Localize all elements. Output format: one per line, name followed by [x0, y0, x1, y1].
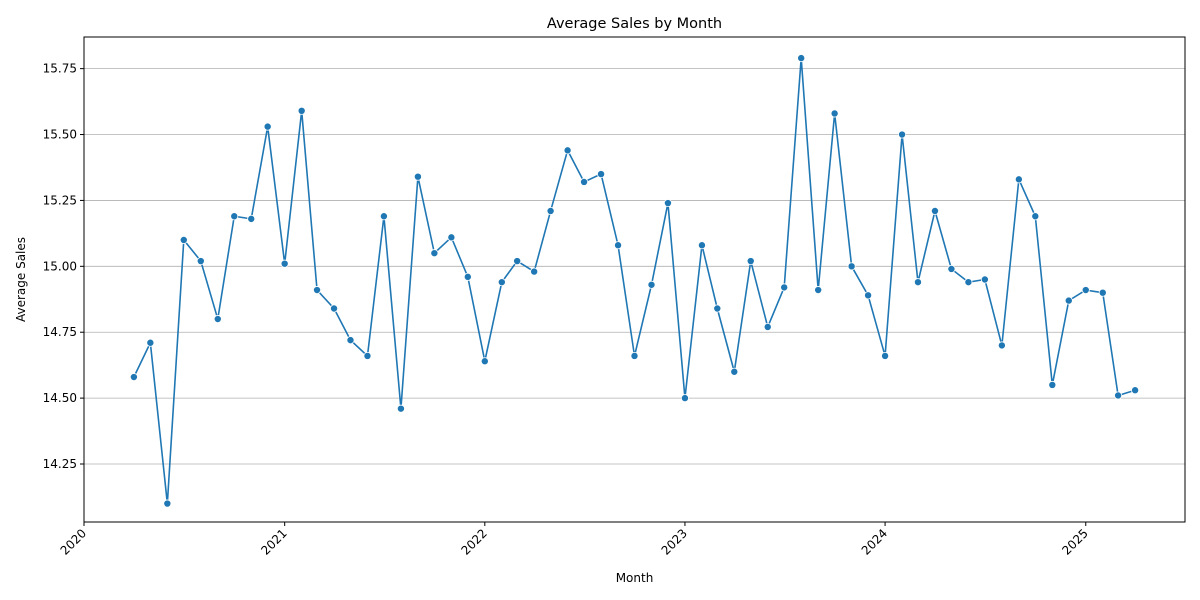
data-point — [814, 286, 823, 295]
data-point — [697, 241, 706, 250]
data-point — [780, 283, 789, 292]
data-point — [864, 291, 873, 300]
x-tick-label: 2020 — [58, 526, 89, 557]
data-point — [413, 172, 422, 181]
data-point — [263, 122, 272, 131]
data-point — [1131, 386, 1140, 395]
data-point — [530, 267, 539, 276]
y-tick-label: 15.00 — [43, 259, 77, 273]
data-point — [947, 264, 956, 273]
data-point — [580, 177, 589, 186]
data-point — [997, 341, 1006, 350]
data-point — [730, 367, 739, 376]
data-point — [546, 206, 555, 215]
y-axis-ticks: 14.25 14.50 14.75 15.00 15.25 15.50 15.75 — [43, 62, 84, 471]
data-point — [247, 214, 256, 223]
data-point — [980, 275, 989, 284]
data-point — [513, 257, 522, 266]
data-point — [447, 233, 456, 242]
data-point — [213, 315, 222, 324]
data-point — [597, 170, 606, 179]
x-tick-label: 2022 — [458, 526, 489, 557]
data-point — [930, 206, 939, 215]
data-point — [463, 272, 472, 281]
data-point — [480, 357, 489, 366]
chart-title: Average Sales by Month — [547, 16, 722, 32]
data-point — [497, 278, 506, 287]
data-point — [630, 351, 639, 360]
data-point — [1098, 288, 1107, 297]
data-point — [196, 257, 205, 266]
y-tick-label: 15.50 — [43, 128, 77, 142]
x-axis-ticks: 2020 2021 2022 2023 2024 2025 — [58, 522, 1091, 558]
y-tick-label: 15.75 — [43, 62, 77, 76]
data-point — [297, 106, 306, 115]
data-point — [313, 286, 322, 295]
series-layer — [129, 54, 1140, 508]
data-point — [129, 373, 138, 382]
data-point — [1114, 391, 1123, 400]
x-tick-label: 2021 — [258, 526, 289, 557]
data-point — [680, 394, 689, 403]
data-point — [797, 54, 806, 63]
data-point — [346, 336, 355, 345]
data-point — [1064, 296, 1073, 305]
data-point — [763, 322, 772, 331]
data-point — [1081, 286, 1090, 295]
data-point — [163, 499, 172, 508]
y-tick-label: 14.25 — [43, 457, 77, 471]
data-point — [830, 109, 839, 118]
data-point — [1031, 212, 1040, 221]
x-tick-label: 2023 — [659, 526, 690, 557]
data-point — [913, 278, 922, 287]
y-tick-label: 14.50 — [43, 391, 77, 405]
data-point — [1048, 380, 1057, 389]
data-point — [230, 212, 239, 221]
data-point — [663, 199, 672, 208]
data-point — [847, 262, 856, 271]
data-point — [363, 351, 372, 360]
x-tick-label: 2024 — [859, 526, 890, 557]
plot-frame — [83, 36, 1186, 523]
x-axis-label: Month — [616, 571, 654, 585]
data-point — [280, 259, 289, 268]
y-tick-label: 15.25 — [43, 193, 77, 207]
data-point — [430, 249, 439, 258]
data-point — [379, 212, 388, 221]
data-point — [898, 130, 907, 139]
data-point — [614, 241, 623, 250]
data-point — [1014, 175, 1023, 184]
data-point — [881, 351, 890, 360]
data-point — [396, 404, 405, 413]
data-point — [647, 280, 656, 289]
data-point — [563, 146, 572, 155]
data-point — [330, 304, 339, 313]
gridlines — [84, 68, 1185, 465]
data-point — [713, 304, 722, 313]
x-tick-label: 2025 — [1059, 526, 1090, 557]
y-tick-label: 14.75 — [43, 325, 77, 339]
data-point — [179, 235, 188, 244]
data-point — [964, 278, 973, 287]
y-axis-label: Average Sales — [14, 237, 28, 322]
data-point — [746, 257, 755, 266]
data-point — [146, 338, 155, 347]
